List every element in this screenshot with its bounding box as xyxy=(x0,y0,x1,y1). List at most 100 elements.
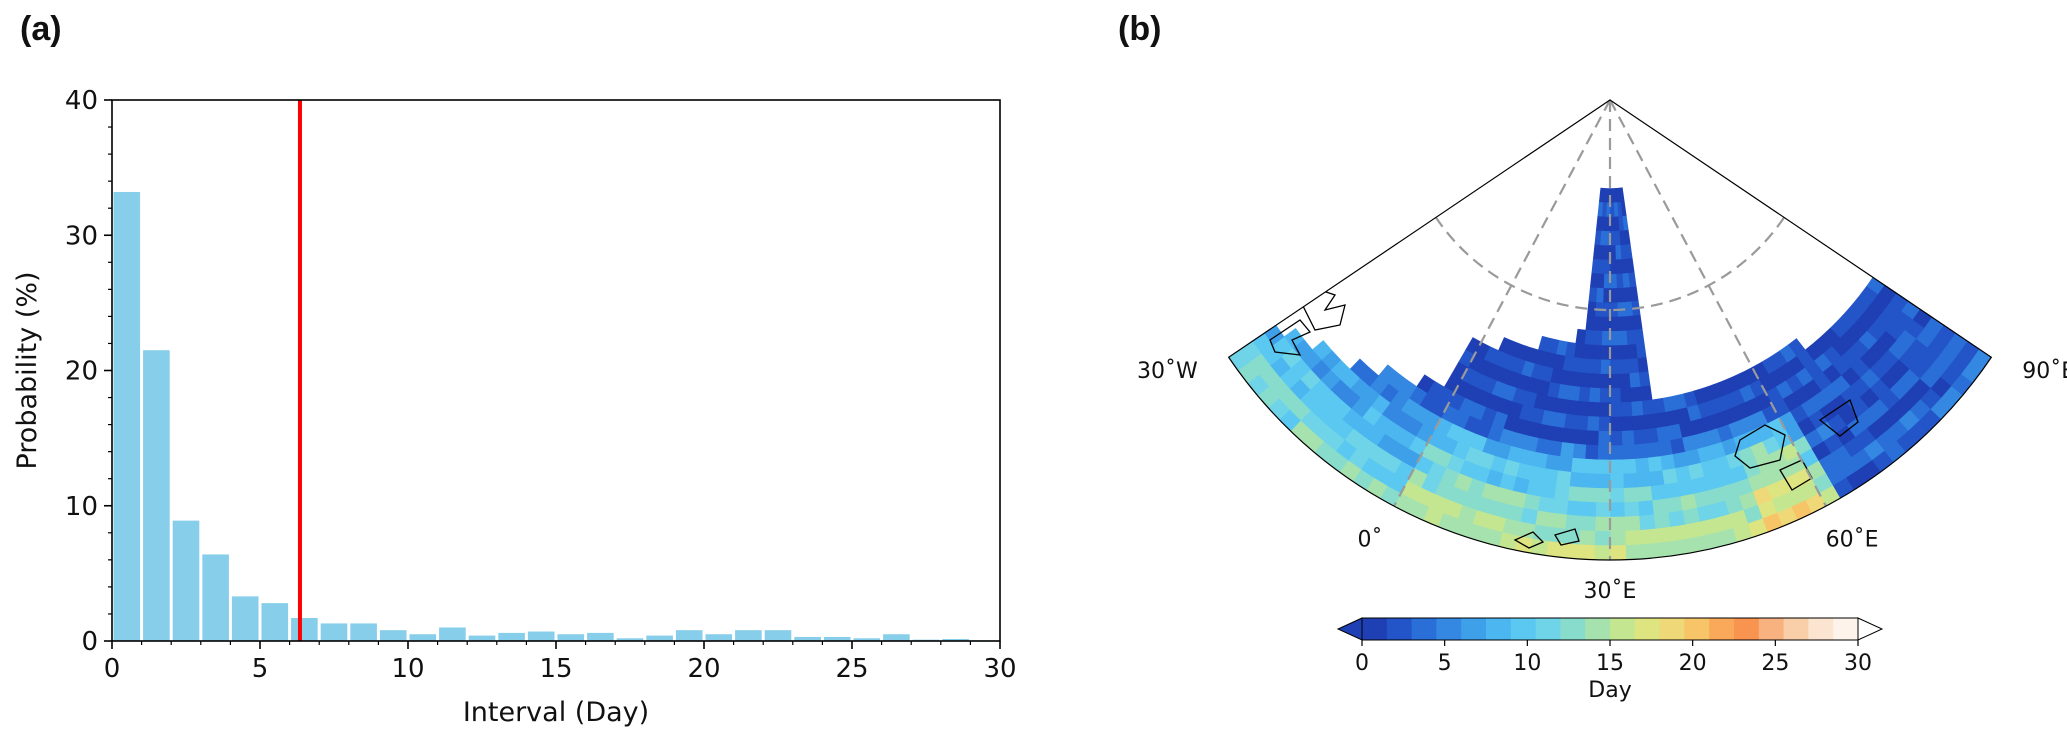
grid-cell xyxy=(1534,510,1553,528)
bar xyxy=(883,634,910,641)
grid-cell xyxy=(1636,486,1653,503)
grid-cell xyxy=(1599,373,1611,389)
colorbar-tick-label: 15 xyxy=(1596,651,1624,676)
bar xyxy=(379,630,407,641)
grid-cell xyxy=(1632,429,1647,446)
grid-cell xyxy=(1589,273,1599,289)
colorbar-swatch xyxy=(1833,618,1859,640)
bar xyxy=(113,191,141,641)
colorbar-swatch xyxy=(1610,618,1636,640)
grid-cell xyxy=(1615,273,1624,289)
grid-cell xyxy=(1600,359,1611,375)
grid-cell xyxy=(1547,526,1566,544)
bar xyxy=(587,632,614,641)
grid-cell xyxy=(1532,524,1551,542)
grid-cell xyxy=(1609,445,1623,461)
grid-cell xyxy=(1639,385,1653,402)
grid-cell xyxy=(1609,516,1626,532)
bar xyxy=(202,554,229,641)
x-axis-label: Interval (Day) xyxy=(463,697,649,728)
grid-cell xyxy=(1584,444,1599,461)
coastline xyxy=(1299,289,1346,331)
bar xyxy=(616,638,644,641)
bar xyxy=(794,636,821,641)
colorbar-swatch xyxy=(1461,618,1487,640)
grid-cell xyxy=(1651,498,1669,516)
grid-cell xyxy=(1650,484,1667,501)
grid-cell xyxy=(1609,545,1627,560)
grid-cell xyxy=(1620,416,1634,432)
colorbar-swatch xyxy=(1510,618,1537,640)
grid-cell xyxy=(1642,413,1657,430)
bar xyxy=(853,638,881,641)
x-tick-label: 30 xyxy=(983,654,1016,684)
bar xyxy=(439,627,466,641)
colorbar-tick-label: 5 xyxy=(1438,651,1452,676)
grid-cell xyxy=(1657,440,1673,457)
x-tick-label: 20 xyxy=(687,654,720,684)
grid-cell xyxy=(1592,330,1603,346)
grid-cell xyxy=(1661,468,1678,486)
grid-cell xyxy=(1656,541,1675,558)
grid-cell xyxy=(1609,502,1625,518)
colorbar-tick-label: 30 xyxy=(1844,651,1872,676)
grid-cell xyxy=(1537,496,1555,514)
grid-cell xyxy=(1557,456,1573,473)
colorbar-swatch xyxy=(1684,618,1710,640)
bar xyxy=(350,623,377,641)
grid-cell xyxy=(1626,344,1638,360)
grid-cell xyxy=(1667,510,1686,528)
grid-cell xyxy=(1575,415,1589,431)
grid-cell xyxy=(1648,470,1665,487)
colorbar-max-extend xyxy=(1857,617,1884,641)
polar-map: 30˚W 0˚ 30˚E 60˚E 90˚E 0 5 10 15 20 25 30 Day xyxy=(1137,99,2067,703)
bar xyxy=(735,630,762,641)
grid-cell xyxy=(1653,512,1671,530)
colorbar-swatch xyxy=(1486,618,1512,640)
grid-cell xyxy=(1585,430,1599,446)
latitude-arc xyxy=(1434,216,1786,312)
grid-cell xyxy=(1622,458,1637,475)
grid-cell xyxy=(1597,430,1611,447)
grid-cell xyxy=(1591,258,1600,275)
grid-cell xyxy=(1609,459,1624,475)
bar xyxy=(320,623,348,641)
grid-cell xyxy=(1623,487,1639,503)
colorbar-swatch xyxy=(1758,618,1785,640)
coastline xyxy=(1513,531,1545,549)
colorbar-swatch xyxy=(1560,618,1586,640)
longitude-label: 60˚E xyxy=(1826,528,1879,553)
grid-cell xyxy=(1620,401,1633,418)
x-tick-label: 15 xyxy=(539,654,572,684)
colorbar: 0 5 10 15 20 25 30 xyxy=(1336,617,1884,676)
grid-cell xyxy=(1600,345,1611,361)
grid-cell xyxy=(1619,387,1632,403)
grid-cell xyxy=(1631,415,1645,431)
grid-cell xyxy=(1593,545,1611,560)
grid-cell xyxy=(1569,471,1585,488)
grid-cell xyxy=(1578,386,1591,403)
colorbar-swatch xyxy=(1659,618,1685,640)
grid-cell xyxy=(1596,459,1611,475)
colorbar-swatch xyxy=(1411,618,1437,640)
grid-cell xyxy=(1624,530,1642,546)
meridian-line xyxy=(1393,99,1611,507)
grid-cell xyxy=(1614,230,1621,246)
colorbar-swatch xyxy=(1386,618,1413,640)
grid-cell xyxy=(1609,388,1621,404)
grid-cell xyxy=(1591,344,1602,361)
colorbar-tick-label: 20 xyxy=(1679,651,1707,676)
grid-cell xyxy=(1669,524,1688,542)
x-tick-label: 25 xyxy=(835,654,868,684)
grid-cell xyxy=(1561,542,1580,560)
grid-cell xyxy=(1609,530,1626,547)
grid-cell xyxy=(1623,501,1640,518)
grid-cell xyxy=(1617,330,1628,346)
grid-cell xyxy=(1553,484,1570,501)
colorbar-swatch xyxy=(1808,618,1834,640)
plot-frame xyxy=(111,99,1001,642)
grid-cell xyxy=(1599,388,1611,404)
grid-cell xyxy=(1573,429,1588,446)
grid-cell xyxy=(1593,316,1603,332)
